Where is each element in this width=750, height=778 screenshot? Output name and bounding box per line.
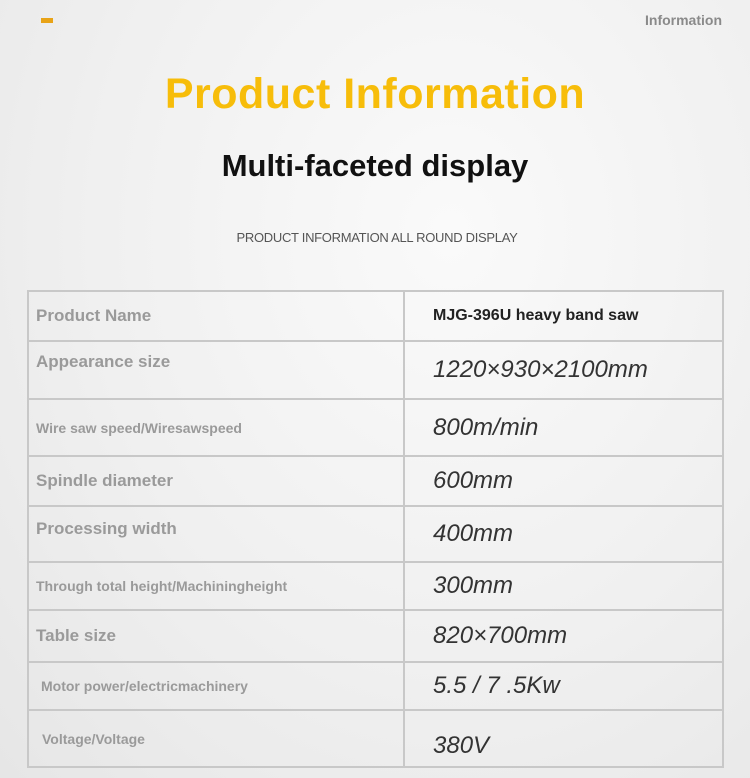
table-row: Spindle diameter 600mm [27, 455, 724, 507]
spec-value: 5.5 / 7 .5Kw [403, 661, 724, 711]
table-row: Table size 820×700mm [27, 609, 724, 663]
spec-label: Wire saw speed/Wiresawspeed [27, 398, 405, 457]
spec-label: Motor power/electricmachinery [27, 661, 405, 711]
table-row: Product Name MJG-396U heavy band saw [27, 290, 724, 342]
table-row: Processing width 400mm [27, 505, 724, 563]
table-row: Motor power/electricmachinery 5.5 / 7 .5K… [27, 661, 724, 711]
spec-value: 600mm [403, 455, 724, 507]
spec-value: 820×700mm [403, 609, 724, 663]
spec-table: Product Name MJG-396U heavy band saw Appe… [27, 290, 724, 768]
spec-value: MJG-396U heavy band saw [403, 290, 724, 342]
page-caption: PRODUCT INFORMATION ALL ROUND DISPLAY [236, 230, 518, 245]
page-subtitle: Multi-faceted display [221, 148, 529, 183]
spec-value: 1220×930×2100mm [403, 340, 724, 400]
table-row: Voltage/Voltage 380V [27, 709, 724, 768]
spec-label: Spindle diameter [27, 455, 405, 507]
spec-label: Product Name [27, 290, 405, 342]
spec-label: Through total height/Machiningheight [27, 561, 405, 611]
spec-value: 800m/min [403, 398, 724, 457]
accent-bar [41, 18, 53, 23]
spec-label: Appearance size [27, 340, 405, 400]
table-row: Through total height/Machiningheight 300m… [27, 561, 724, 611]
corner-label: Information [645, 12, 722, 28]
spec-label: Voltage/Voltage [27, 709, 405, 768]
spec-label: Processing width [27, 505, 405, 563]
spec-value: 400mm [403, 505, 724, 563]
spec-value: 300mm [403, 561, 724, 611]
spec-label: Table size [27, 609, 405, 663]
table-row: Appearance size 1220×930×2100mm [27, 340, 724, 400]
page-title: Product Information [164, 70, 586, 118]
spec-value: 380V [403, 709, 724, 768]
table-row: Wire saw speed/Wiresawspeed 800m/min [27, 398, 724, 457]
